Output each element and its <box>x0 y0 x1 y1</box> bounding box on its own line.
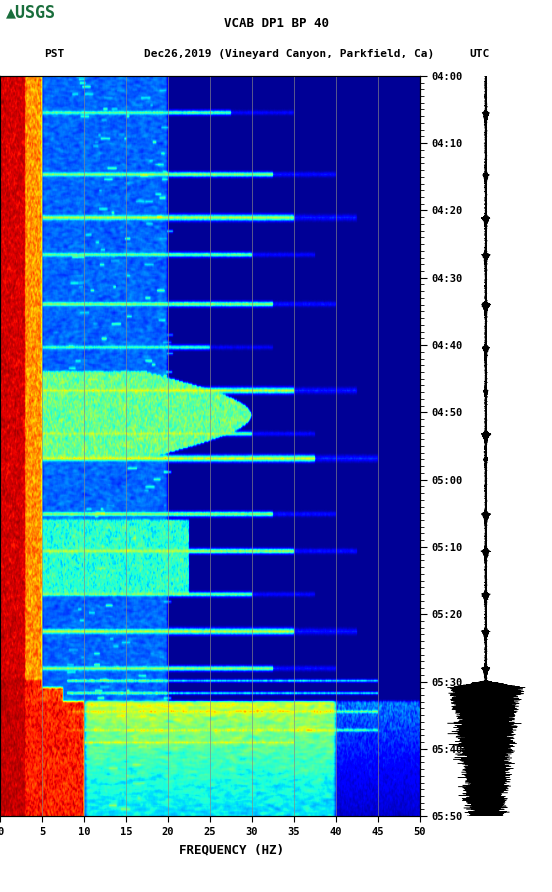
Text: UTC: UTC <box>469 49 490 59</box>
Text: PST: PST <box>44 49 65 59</box>
Text: ▲USGS: ▲USGS <box>6 4 56 21</box>
Text: VCAB DP1 BP 40: VCAB DP1 BP 40 <box>224 17 328 29</box>
Text: FREQUENCY (HZ): FREQUENCY (HZ) <box>179 844 284 857</box>
Text: Dec26,2019 (Vineyard Canyon, Parkfield, Ca): Dec26,2019 (Vineyard Canyon, Parkfield, … <box>144 49 434 59</box>
